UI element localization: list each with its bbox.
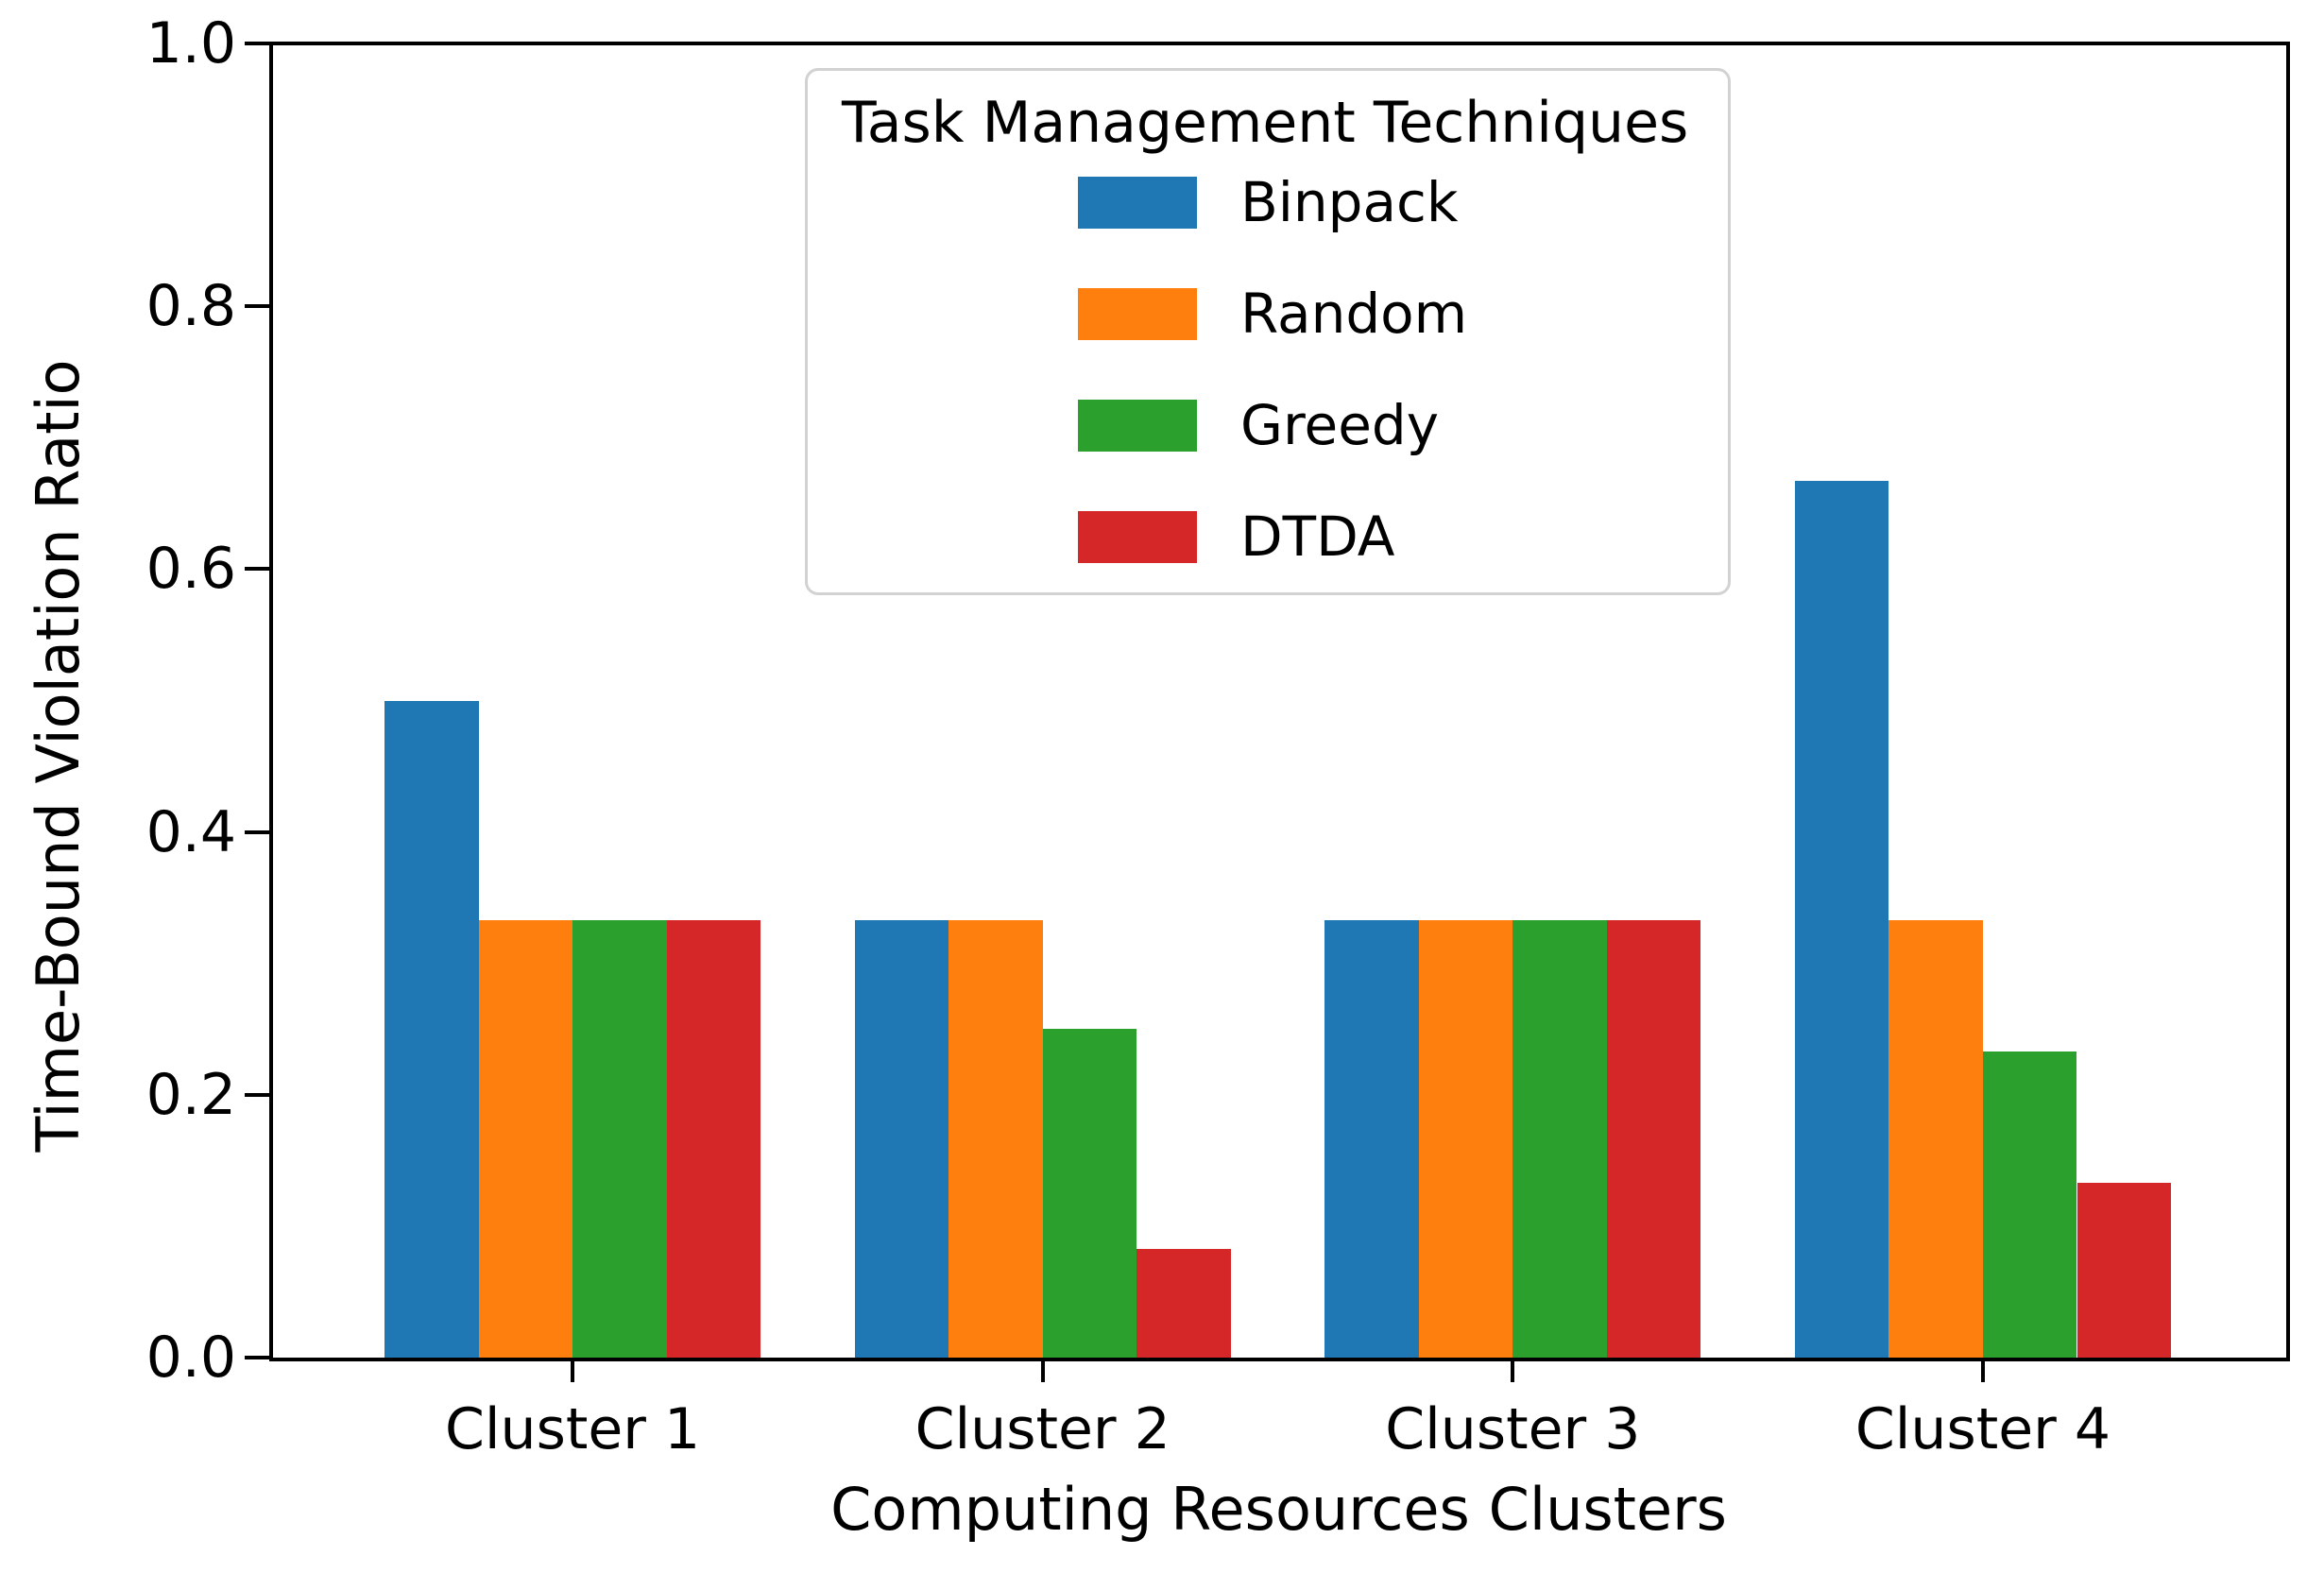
binpack-swatch-icon	[1078, 176, 1197, 229]
bar-binpack-cluster-3	[1324, 919, 1419, 1358]
y-tick-label: 1.0	[145, 10, 236, 77]
legend-title: Task Management Techniques	[842, 90, 1689, 156]
random-swatch-icon	[1078, 287, 1197, 340]
bar-random-cluster-2	[948, 919, 1043, 1358]
bar-binpack-cluster-2	[854, 919, 949, 1358]
dtda-swatch-icon	[1078, 510, 1197, 563]
bar-dtda-cluster-4	[2076, 1182, 2172, 1358]
greedy-swatch-icon	[1078, 399, 1197, 452]
y-tick-mark	[245, 304, 269, 309]
y-tick-mark	[245, 1092, 269, 1097]
bar-random-cluster-4	[1888, 919, 1983, 1358]
x-tick-label: Cluster 4	[1854, 1396, 2111, 1462]
bar-greedy-cluster-4	[1982, 1051, 2077, 1358]
legend-entry-label: DTDA	[1240, 504, 1395, 569]
legend-entry-dtda: DTDA	[1078, 507, 1688, 566]
y-tick-mark	[245, 829, 269, 834]
y-tick-label: 0.6	[145, 536, 236, 603]
x-tick-label: Cluster 3	[1385, 1396, 1641, 1462]
legend-entry-greedy: Greedy	[1078, 396, 1688, 454]
bar-greedy-cluster-3	[1512, 919, 1607, 1358]
bar-greedy-cluster-2	[1042, 1029, 1137, 1358]
x-tick-mark	[1980, 1358, 1985, 1382]
legend: Task Management Techniques Binpack Random…	[805, 68, 1732, 595]
bar-binpack-cluster-4	[1794, 481, 1889, 1358]
legend-entries: Binpack Random Greedy DTDA	[1078, 173, 1688, 566]
x-tick-mark	[571, 1358, 575, 1382]
x-tick-mark	[1511, 1358, 1515, 1382]
y-axis-label: Time-Bound Violation Ratio	[24, 359, 93, 1153]
legend-entry-label: Greedy	[1240, 393, 1440, 457]
legend-entry-random: Random	[1078, 284, 1688, 343]
y-tick-mark	[245, 567, 269, 572]
plot-area	[269, 42, 2290, 1361]
y-tick-label: 0.4	[145, 798, 236, 865]
x-tick-mark	[1040, 1358, 1045, 1382]
bar-dtda-cluster-3	[1606, 919, 1701, 1358]
y-tick-mark	[245, 1356, 269, 1359]
bar-random-cluster-3	[1418, 919, 1513, 1358]
x-tick-label: Cluster 1	[444, 1396, 701, 1462]
legend-entry-label: Binpack	[1240, 170, 1459, 234]
x-tick-label: Cluster 2	[914, 1396, 1171, 1462]
bar-greedy-cluster-1	[572, 919, 667, 1358]
legend-entry-binpack: Binpack	[1078, 173, 1688, 231]
y-tick-label: 0.0	[145, 1325, 236, 1391]
x-axis-label: Computing Resources Clusters	[830, 1475, 1727, 1544]
legend-entry-label: Random	[1240, 282, 1468, 346]
bar-binpack-cluster-1	[384, 700, 479, 1358]
bar-random-cluster-1	[478, 919, 573, 1358]
y-tick-mark	[245, 42, 269, 45]
y-tick-label: 0.2	[145, 1061, 236, 1128]
bar-dtda-cluster-2	[1136, 1248, 1231, 1358]
bar-dtda-cluster-1	[666, 919, 761, 1358]
y-tick-label: 0.8	[145, 273, 236, 340]
